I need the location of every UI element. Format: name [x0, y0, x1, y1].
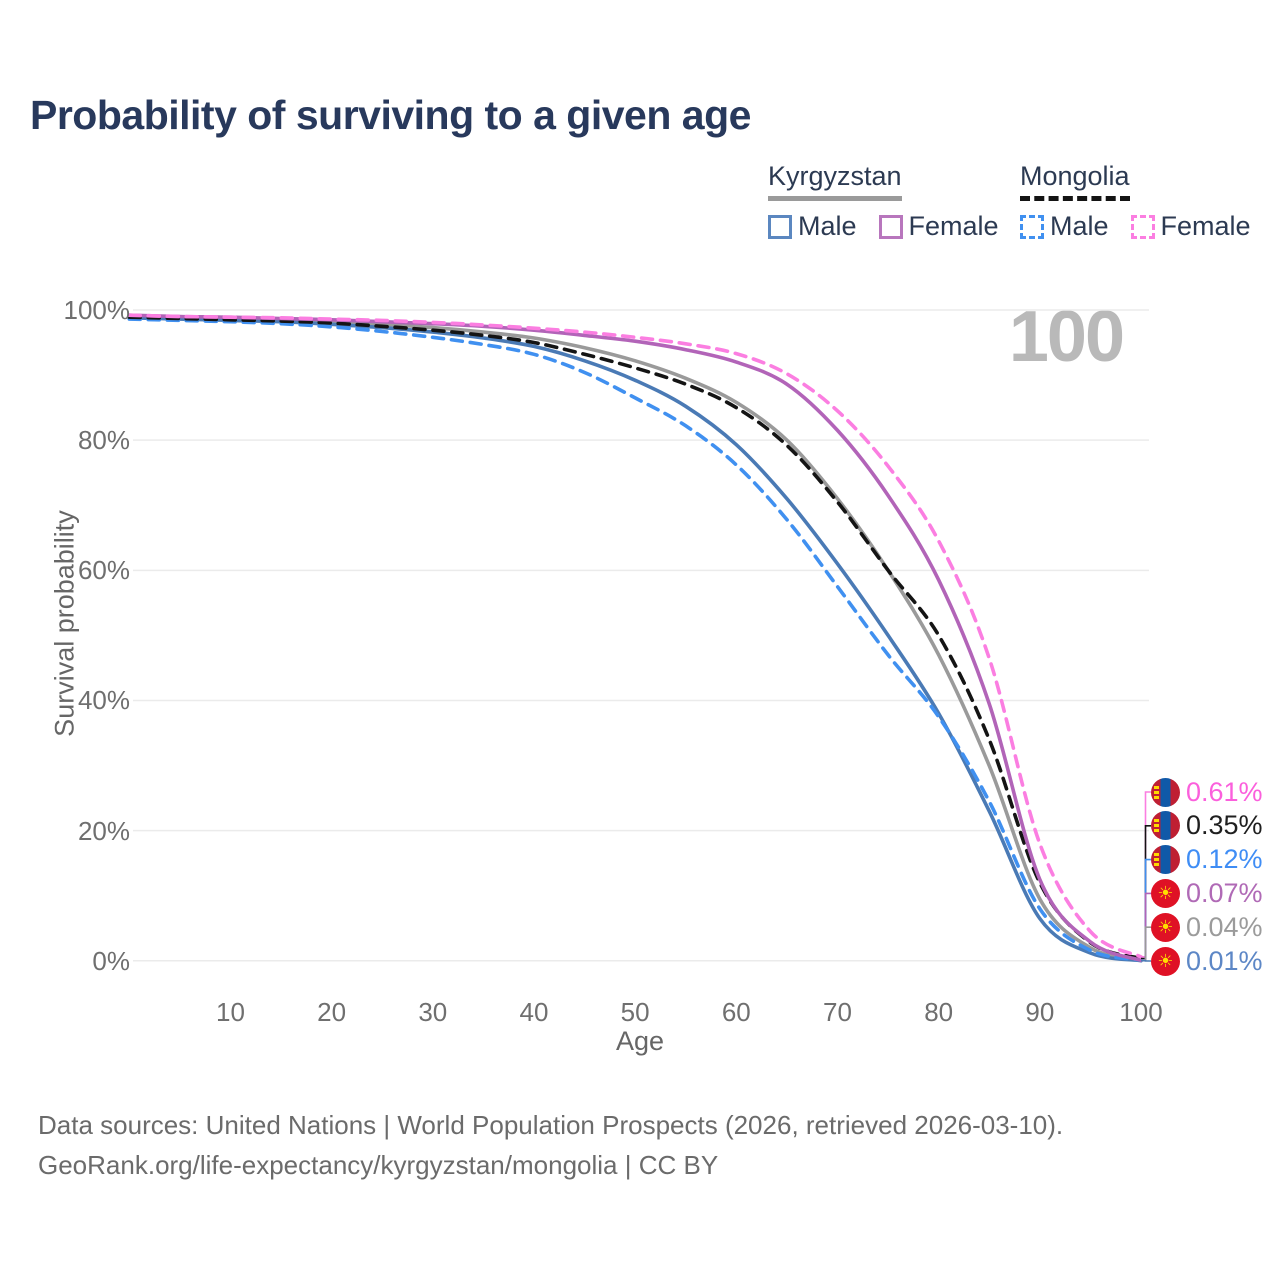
end-label-value: 0.01%	[1186, 945, 1263, 976]
x-axis-label: Age	[615, 1026, 665, 1056]
legend-label: Male	[798, 211, 857, 241]
end-label-row-mongolia-female: 0.61%	[1151, 776, 1263, 808]
x-tick-label: 20	[317, 997, 347, 1027]
x-tick-label: 90	[1025, 997, 1055, 1027]
series-line-mongolia-male[interactable]	[127, 317, 1143, 962]
footer-sources: Data sources: United Nations | World Pop…	[38, 1105, 1063, 1185]
y-tick-label: 0%	[92, 945, 130, 976]
legend-swatch-kyrgyzstan-male	[768, 214, 792, 239]
legend-label: Male	[1050, 211, 1109, 241]
legend-item-kyrgyzstan-female[interactable]: Female	[878, 211, 999, 242]
mongolia-flag-icon	[1151, 777, 1180, 807]
footer-line-2: GeoRank.org/life-expectancy/kyrgyzstan/m…	[38, 1150, 719, 1180]
legend-label: Female	[1160, 211, 1251, 241]
footer-line-1: Data sources: United Nations | World Pop…	[38, 1110, 1064, 1140]
mongolia-flag-icon	[1151, 845, 1180, 875]
x-tick-label: 70	[823, 997, 852, 1027]
x-tick-label: 60	[721, 997, 751, 1027]
plot-area[interactable]	[133, 310, 1149, 961]
y-tick-label: 80%	[77, 425, 130, 456]
series-line-mongolia-female[interactable]	[127, 313, 1143, 959]
end-label-value: 0.07%	[1186, 877, 1263, 908]
legend-item-mongolia-female[interactable]: Female	[1130, 211, 1251, 242]
legend-label: Female	[908, 211, 999, 241]
legend-swatch-mongolia-female	[1130, 214, 1155, 239]
x-tick-label: 30	[418, 997, 448, 1027]
legend-items-mongolia: Male Female	[1020, 211, 1251, 242]
y-tick-label: 100%	[63, 295, 131, 325]
end-label-row-mongolia-male: 0.12%	[1151, 844, 1263, 876]
x-tick-label: 40	[519, 997, 549, 1027]
end-label-row-mongolia: 0.35%	[1151, 810, 1263, 842]
kyrgyzstan-flag-icon	[1151, 878, 1180, 908]
kyrgyzstan-flag-icon	[1151, 946, 1180, 976]
x-tick-label: 80	[924, 997, 954, 1027]
kyrgyzstan-flag-icon	[1151, 912, 1180, 942]
legend-swatch-mongolia-male	[1020, 214, 1044, 239]
y-tick-label: 40%	[77, 685, 130, 716]
y-tick-label: 20%	[77, 815, 130, 846]
legend-group-mongolia: Mongolia Male Female	[1020, 161, 1251, 242]
end-label-value: 0.04%	[1186, 911, 1263, 942]
legend-item-mongolia-male[interactable]: Male	[1020, 211, 1109, 242]
end-label-value: 0.35%	[1186, 810, 1263, 841]
end-label-row-kyrgyzstan-female: 0.07%	[1151, 877, 1263, 909]
legend-country-mongolia: Mongolia	[1020, 161, 1130, 201]
end-label-value: 0.12%	[1186, 844, 1263, 875]
legend-group-kyrgyzstan: Kyrgyzstan Male Female	[768, 161, 999, 242]
legend-items-kyrgyzstan: Male Female	[768, 211, 999, 242]
end-label-row-kyrgyzstan-male: 0.01%	[1151, 945, 1263, 977]
y-tick-label: 60%	[77, 555, 130, 586]
page-title: Probability of surviving to a given age	[30, 92, 751, 138]
mongolia-flag-icon	[1151, 811, 1180, 841]
x-tick-label: 50	[620, 997, 650, 1027]
x-tick-label: 100	[1119, 997, 1163, 1027]
series-line-kyrgyzstan-female[interactable]	[127, 313, 1143, 963]
legend-item-kyrgyzstan-male[interactable]: Male	[768, 211, 857, 242]
legend-swatch-kyrgyzstan-female	[878, 214, 903, 239]
end-label-value: 0.61%	[1186, 776, 1263, 807]
end-label-row-kyrgyzstan: 0.04%	[1151, 911, 1263, 943]
legend-country-kyrgyzstan: Kyrgyzstan	[768, 161, 902, 201]
series-line-mongolia[interactable]	[127, 315, 1143, 961]
x-tick-label: 10	[216, 997, 245, 1027]
